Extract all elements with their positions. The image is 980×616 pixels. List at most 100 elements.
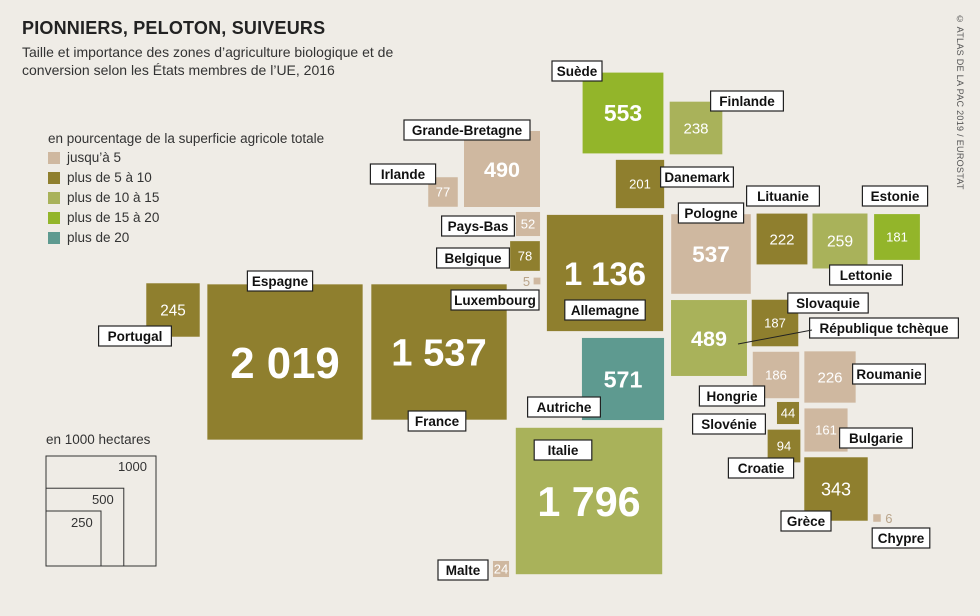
label-box-lettonie [828,264,903,286]
label-box-pays-bas [441,215,516,237]
value-label-italie: 1 796 [537,479,640,525]
value-label-malte: 24 [494,562,508,577]
value-label-lituanie: 222 [769,231,794,248]
chart-subtitle: Taille et importance des zones d’agricul… [22,44,394,78]
legend-swatch-3 [48,191,60,204]
square-suede [581,71,665,155]
value-label-luxembourg: 5 [523,274,530,289]
country-label-irlande: Irlande [381,167,426,182]
country-label-france: France [415,414,460,429]
value-label-chypre: 6 [885,511,892,526]
scale-label-1000: 1000 [118,459,147,474]
label-box-allemagne [564,299,646,321]
country-label-belgique: Belgique [444,251,501,266]
value-label-pologne: 537 [692,242,730,267]
country-label-allemagne: Allemagne [571,303,640,318]
value-label-lettonie: 259 [827,234,853,251]
value-label-grece: 343 [821,479,851,499]
square-roumanie [803,350,857,404]
square-luxembourg [532,276,542,286]
country-label-suede: Suède [557,64,598,79]
country-label-finlande: Finlande [719,94,775,109]
square-malte [491,559,511,579]
scale-square-250 [45,510,102,567]
country-label-bulgarie: Bulgarie [849,431,904,446]
square-hongrie [751,350,801,400]
leader-line-republique-tcheque [737,329,813,345]
square-grande-bretagne [463,130,541,208]
legend-item-5: plus de 20 [48,230,129,245]
square-lituanie [755,212,809,266]
country-label-malte: Malte [446,563,481,578]
country-label-autriche: Autriche [537,400,592,415]
legend-swatch-1 [48,151,60,164]
value-label-suede: 553 [604,100,642,126]
square-estonie [873,213,921,261]
label-box-croatie [727,457,795,479]
country-label-portugal: Portugal [108,329,163,344]
label-box-pologne [677,202,745,224]
legend-swatch-2 [48,171,60,184]
legend-label-1: jusqu’à 5 [67,150,122,165]
value-label-danemark: 201 [629,177,651,192]
square-slovenie [775,400,801,426]
legend-item-1: jusqu’à 5 [48,150,121,165]
chart-title: PIONNIERS, PELOTON, SUIVEURS [22,18,326,38]
label-box-irlande [369,163,437,185]
legend-title: en pourcentage de la superficie agricole… [48,131,325,146]
label-box-finlande [709,90,784,112]
scale-title: en 1000 hectares [46,432,151,447]
square-danemark [614,158,666,210]
source-credit: © ATLAS DE LA PAC 2019 / EUROSTAT [955,14,965,190]
country-label-luxembourg: Luxembourg [454,293,536,308]
legend-label-3: plus de 10 à 15 [67,190,160,205]
label-box-danemark [659,166,734,188]
country-label-lettonie: Lettonie [840,268,893,283]
country-label-estonie: Estonie [871,189,920,204]
value-label-finlande: 238 [683,120,708,137]
label-box-grande-bretagne [403,119,531,141]
scale-square-500 [45,487,125,567]
value-label-roumanie: 226 [817,369,842,386]
value-label-estonie: 181 [886,230,908,245]
label-box-roumanie [851,363,926,385]
label-box-italie [533,439,593,461]
label-box-espagne [246,270,314,292]
country-label-republique-tcheque: République tchèque [819,321,949,336]
label-box-luxembourg [450,289,540,311]
scale-label-250: 250 [71,515,93,530]
country-label-grece: Grèce [787,514,826,529]
label-box-hongrie [698,385,766,407]
label-box-belgique [436,247,511,269]
square-chypre [872,513,882,523]
country-label-danemark: Danemark [664,170,730,185]
value-label-hongrie: 186 [765,368,787,383]
label-box-estonie [861,185,929,207]
square-republique-tcheque [670,299,748,377]
value-label-slovaquie: 187 [764,316,786,331]
legend-label-2: plus de 5 à 10 [67,170,152,185]
country-label-slovenie: Slovénie [701,417,757,432]
value-label-belgique: 78 [518,249,532,264]
label-box-slovenie [691,413,766,435]
label-box-republique-tcheque [808,317,959,339]
legend-item-3: plus de 10 à 15 [48,190,159,205]
square-espagne [206,283,364,441]
label-box-autriche [526,396,601,418]
legend-item-2: plus de 5 à 10 [48,170,152,185]
legend-swatch-5 [48,231,60,244]
legend-item-4: plus de 15 à 20 [48,210,159,225]
country-label-roumanie: Roumanie [856,367,922,382]
value-label-republique-tcheque: 489 [691,327,727,351]
value-label-portugal: 245 [160,302,185,319]
value-label-irlande: 77 [436,185,450,200]
label-box-slovaquie [787,292,869,314]
square-pays-bas [514,210,542,238]
country-label-slovaquie: Slovaquie [796,296,860,311]
label-box-portugal [97,325,173,347]
legend-label-5: plus de 20 [67,230,130,245]
label-box-chypre [871,527,931,549]
square-pologne [670,213,752,295]
